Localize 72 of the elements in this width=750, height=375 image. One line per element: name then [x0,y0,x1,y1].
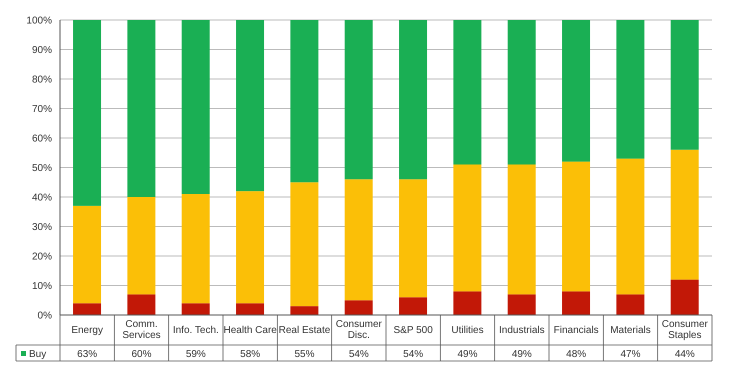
x-tick-label: Info. Tech. [172,325,219,336]
y-tick-label: 80% [32,74,52,86]
y-tick-label: 60% [32,134,52,145]
bar [670,150,699,280]
bar [508,164,536,294]
legend-label: Buy [29,349,46,360]
y-tick-label: 40% [32,192,52,204]
bar [290,182,318,306]
bar [182,303,210,315]
bar [73,20,102,206]
bar [616,158,644,294]
data-label: 59% [186,349,206,360]
bar [290,20,318,182]
bar [399,297,428,315]
data-label: 54% [403,349,424,360]
bar [562,291,590,315]
bar [344,179,373,300]
bar [344,20,373,180]
bar [182,194,210,304]
bar [670,20,699,150]
bar [73,303,102,315]
y-tick-label: 70% [32,104,52,116]
bar [399,20,428,180]
bar [127,20,156,197]
bar [616,294,644,315]
x-tick-label: Energy [71,325,104,336]
x-tick-label: Consumer Staples [662,319,709,341]
x-tick-label: Utilities [451,325,484,336]
data-label: 49% [457,349,478,360]
data-label: 48% [566,349,586,360]
x-tick-label: Real Estate [278,325,331,336]
data-label: 63% [77,349,98,360]
y-tick-label: 20% [32,252,52,263]
data-label: 55% [294,349,315,360]
bar [670,280,699,315]
y-tick-label: 30% [32,222,52,234]
y-tick-label: 50% [32,163,52,174]
bar [453,164,482,292]
data-label: 60% [131,349,152,360]
bar [127,294,156,315]
bar [508,20,536,165]
x-tick-label: Health Care [223,325,278,336]
bar [236,191,264,304]
x-tick-label: S&P 500 [394,325,434,336]
x-tick-label: Financials [554,325,599,336]
y-tick-label: 100% [26,16,52,27]
bar [182,20,210,194]
bar [562,162,590,292]
data-label: 47% [620,349,641,360]
data-label: 49% [512,349,532,360]
data-label: 58% [240,349,260,360]
bar [236,303,264,315]
bar [508,294,536,315]
y-tick-label: 10% [32,281,52,292]
bar [344,300,373,315]
x-tick-label: Materials [610,325,651,336]
bar [399,179,428,298]
bar [73,206,102,304]
bar [562,20,590,162]
data-label: 44% [674,349,695,360]
bar [453,20,482,165]
y-tick-label: 0% [38,310,52,322]
x-tick-label: Comm. Services [122,319,161,341]
y-tick-label: 90% [32,45,52,56]
bar [290,306,318,315]
x-tick-label: Industrials [499,325,545,336]
x-tick-label: Consumer Disc. [336,319,383,341]
bar [127,197,156,294]
data-label: 54% [348,349,369,360]
bar [616,20,644,159]
bar [453,291,482,315]
bar [236,20,264,192]
